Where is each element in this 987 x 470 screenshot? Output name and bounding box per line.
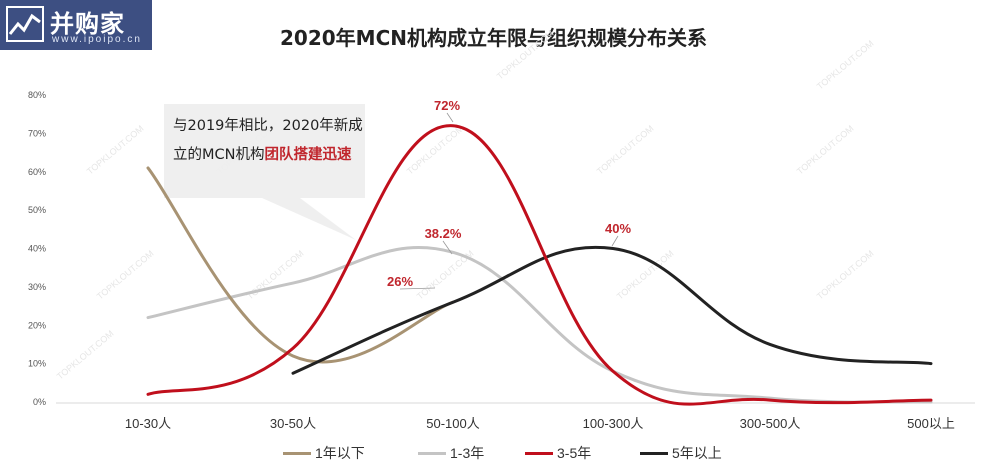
x-tick-label: 30-50人 [270,416,316,431]
y-tick-label: 60% [28,167,46,177]
x-tick-label: 10-30人 [125,416,171,431]
y-tick-label: 30% [28,282,46,292]
series-line-3-5年 [146,124,933,406]
legend-swatch [283,451,311,455]
y-tick-label: 10% [28,359,46,369]
watermark-text: TOPKLOUT.COM [495,28,556,81]
logo-url: www.ipoipo.cn [52,34,142,45]
logo-name: 并购家 [50,10,125,38]
x-tick-label: 500以上 [907,416,955,431]
data-label-leader [446,112,454,123]
data-label-leader [442,240,453,255]
y-tick-label: 40% [28,244,46,254]
y-tick-label: 0% [33,397,46,407]
logo: 并购家 www.ipoipo.cn [0,0,152,50]
watermark-text: TOPKLOUT.COM [795,123,856,176]
y-tick-label: 20% [28,320,46,330]
watermark-text: TOPKLOUT.COM [245,248,306,301]
callout-box [164,104,365,240]
chart-title: 2020年MCN机构成立年限与组织规模分布关系 [280,26,707,50]
watermark-text: TOPKLOUT.COM [55,328,116,381]
legend-item: 5年以上 [640,443,722,463]
callout-text: 与2019年相比，2020年新成立的MCN机构团队搭建迅速 [173,112,363,170]
legend-label: 5年以上 [672,445,722,461]
watermark-text: TOPKLOUT.COM [815,38,876,91]
legend-label: 3-5年 [557,445,592,461]
data-label: 38.2% [425,226,462,241]
series-line-1年以下 [146,166,455,364]
legend-swatch [418,451,446,455]
watermark-text: TOPKLOUT.COM [815,248,876,301]
data-label: 26% [387,274,413,289]
legend-label: 1年以下 [315,445,365,461]
y-tick-label: 50% [28,205,46,215]
watermark-text: TOPKLOUT.COM [95,248,156,301]
y-tick-label: 70% [28,128,46,138]
legend-item: 1-3年 [418,443,484,463]
series-line-5年以上 [291,245,933,375]
watermark-text: TOPKLOUT.COM [85,123,146,176]
chart-legend: 1年以下 1-3年 3-5年 5年以上 [0,441,987,467]
x-tick-label: 100-300人 [583,416,644,431]
legend-swatch [525,451,553,455]
series-line-1-3年 [146,246,933,404]
legend-label: 1-3年 [450,445,485,461]
callout-text-plain: 与2019年相比，2020年新成立的MCN机构 [173,118,363,163]
legend-item: 1年以下 [283,443,365,463]
data-label: 72% [434,98,460,113]
data-label-leader [399,287,436,290]
x-tick-label: 300-500人 [740,416,801,431]
callout-text-highlight: 团队搭建迅速 [264,147,352,163]
legend-item: 3-5年 [525,443,591,463]
watermark-text: TOPKLOUT.COM [615,248,676,301]
data-label: 40% [605,221,631,236]
x-tick-label: 50-100人 [426,416,479,431]
watermark-text: TOPKLOUT.COM [595,123,656,176]
chart-logo-icon [6,6,44,42]
watermark-text: TOPKLOUT.COM [405,123,466,176]
data-label-leader [611,235,619,247]
y-tick-label: 80% [28,90,46,100]
legend-swatch [640,451,668,455]
